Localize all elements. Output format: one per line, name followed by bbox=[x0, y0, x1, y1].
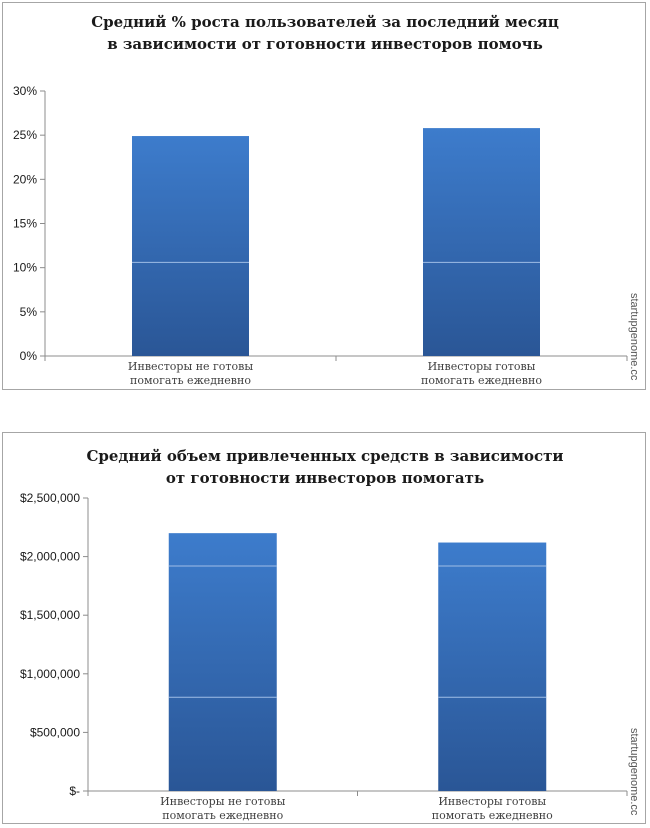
funding-y-tick-label: $2,000,000 bbox=[20, 550, 80, 564]
growth-y-tick-label: 0% bbox=[20, 349, 38, 363]
funding-y-tick-label: $500,000 bbox=[30, 725, 80, 739]
growth-category-label: Инвесторы готовы bbox=[428, 360, 536, 373]
growth-bar-1 bbox=[132, 136, 249, 356]
growth-title-line-2: в зависимости от готовности инвесторов п… bbox=[107, 35, 543, 53]
funding-category-label: Инвесторы не готовы bbox=[160, 795, 285, 808]
growth-y-tick-label: 20% bbox=[13, 172, 37, 186]
growth-y-tick-label: 25% bbox=[13, 128, 37, 142]
growth-bar-2 bbox=[423, 128, 540, 356]
growth-watermark: startupgenome.cc bbox=[628, 293, 640, 381]
funding-bar-2 bbox=[438, 542, 547, 791]
growth-category-label: помогать ежедневно bbox=[130, 374, 251, 387]
funding-title-line-2: от готовности инвесторов помогать bbox=[166, 469, 484, 487]
growth-category-label: Инвесторы не готовы bbox=[128, 360, 253, 373]
funding-y-tick-label: $1,500,000 bbox=[20, 608, 80, 622]
funding-watermark: startupgenome.cc bbox=[628, 728, 640, 816]
growth-y-tick-label: 5% bbox=[20, 305, 38, 319]
funding-title-line-1: Средний объем привлеченных средств в зав… bbox=[86, 447, 563, 465]
funding-y-tick-label: $1,000,000 bbox=[20, 667, 80, 681]
funding-category-label: Инвесторы готовы bbox=[438, 795, 546, 808]
growth-chart: Средний % роста пользователей за последн… bbox=[2, 2, 646, 390]
growth-title-line-1: Средний % роста пользователей за последн… bbox=[91, 13, 559, 31]
funding-y-tick-label: $- bbox=[69, 784, 80, 798]
growth-y-tick-label: 15% bbox=[13, 217, 37, 231]
funding-chart: Средний объем привлеченных средств в зав… bbox=[2, 432, 646, 824]
growth-y-tick-label: 30% bbox=[13, 84, 37, 98]
funding-chart-svg: Средний объем привлеченных средств в зав… bbox=[20, 447, 640, 822]
funding-y-tick-label: $2,500,000 bbox=[20, 491, 80, 505]
funding-bar-1 bbox=[168, 533, 277, 791]
funding-category-label: помогать ежедневно bbox=[162, 809, 283, 822]
growth-y-tick-label: 10% bbox=[13, 261, 37, 275]
growth-category-label: помогать ежедневно bbox=[421, 374, 542, 387]
funding-category-label: помогать ежедневно bbox=[432, 809, 553, 822]
growth-chart-svg: Средний % роста пользователей за последн… bbox=[13, 13, 640, 387]
